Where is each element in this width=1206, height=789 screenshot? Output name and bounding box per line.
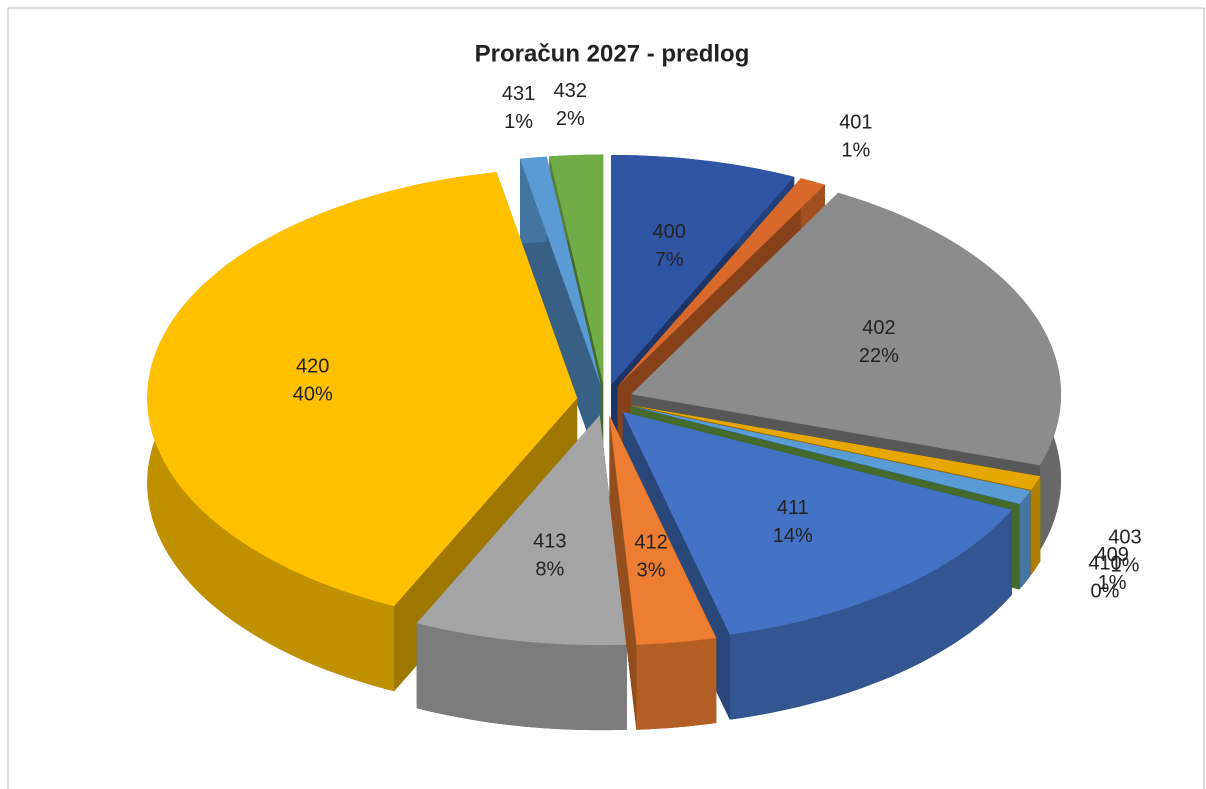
data-label-category: 413 (533, 530, 566, 552)
slice-top (609, 415, 717, 645)
slice-top (617, 178, 825, 387)
slice-top (631, 405, 1041, 490)
data-label-value: 1% (1098, 572, 1127, 594)
slice-top (611, 155, 795, 385)
data-label-value: 40% (293, 383, 333, 405)
slice (609, 415, 717, 730)
slice (416, 415, 627, 731)
slice-top (630, 406, 1020, 505)
data-label-category: 401 (839, 112, 872, 134)
slice-top (416, 415, 627, 646)
data-label-category: 409 (1095, 544, 1128, 566)
slice-top (549, 154, 604, 385)
data-label-value: 22% (859, 345, 899, 367)
data-label-value: 3% (637, 559, 666, 581)
labels: 4007%4011%40222%4031%4091%4100%41114%412… (293, 80, 1142, 602)
data-label-category: 410 (1088, 552, 1121, 574)
slice-top (520, 156, 601, 385)
slice-edge (729, 509, 1012, 720)
chart-title: Proračun 2027 - predlog (475, 40, 750, 67)
data-label-category: 402 (862, 317, 895, 339)
data-label-category: 431 (502, 83, 535, 105)
slice-edge (1019, 490, 1031, 589)
data-label-value: 7% (655, 249, 684, 271)
slice-top (147, 172, 578, 607)
data-label-category: 432 (554, 80, 587, 102)
data-label-value: 0% (1091, 580, 1120, 602)
data-label-value: 1% (504, 111, 533, 133)
data-label-category: 403 (1108, 527, 1141, 549)
data-label-value: 14% (773, 525, 813, 547)
data-label-category: 400 (653, 221, 686, 243)
slice-top (631, 192, 1061, 466)
data-label-category: 412 (634, 531, 667, 553)
slice-edge (1031, 476, 1041, 575)
data-label-value: 8% (535, 558, 564, 580)
slice-top (630, 406, 1031, 504)
data-label-category: 420 (296, 355, 329, 377)
data-label-value: 1% (841, 140, 870, 162)
slice-edge (636, 638, 717, 730)
slice-edge (416, 623, 627, 731)
data-label-category: 411 (777, 497, 809, 519)
slice-top (622, 411, 1012, 635)
data-label-value: 2% (556, 108, 585, 130)
slice (622, 411, 1012, 720)
slice-side (609, 415, 637, 730)
slices (147, 154, 1061, 731)
data-label-value: 1% (1110, 555, 1139, 577)
